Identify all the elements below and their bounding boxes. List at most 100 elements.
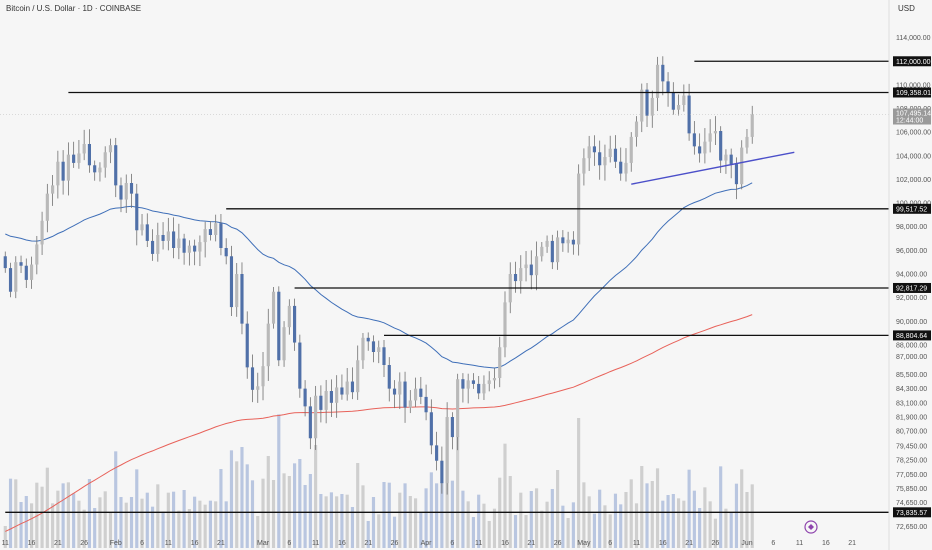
volume-bar bbox=[708, 501, 712, 548]
candle-body bbox=[135, 193, 139, 231]
candle-body bbox=[293, 305, 297, 343]
volume-bar bbox=[235, 461, 239, 548]
x-tick-label: 16 bbox=[501, 540, 509, 547]
volume-bar bbox=[640, 466, 644, 548]
x-tick-label: 6 bbox=[450, 540, 454, 547]
time-axis[interactable]: 11 16 21 26 Feb 6 11 16 21 Mar 6 11 16 21 26 Apr 6 11 16 21… bbox=[2, 540, 857, 547]
volume-bar bbox=[413, 498, 418, 548]
candle-body bbox=[3, 256, 7, 269]
volume-bar bbox=[219, 469, 223, 548]
candle-body bbox=[145, 224, 149, 241]
candle-body bbox=[203, 229, 207, 243]
logo-icon bbox=[804, 520, 818, 534]
volume-bar bbox=[624, 492, 628, 548]
volume-bar bbox=[214, 501, 218, 548]
volume-bar bbox=[750, 484, 754, 548]
price-axis[interactable]: 114,000.00110,000.00108,000.00106,000.00… bbox=[888, 0, 931, 550]
x-tick-label: 21 bbox=[364, 540, 372, 547]
volume-bar bbox=[66, 482, 70, 548]
candle-body bbox=[198, 242, 202, 252]
candle-body bbox=[498, 347, 502, 378]
volume-bar bbox=[582, 482, 586, 548]
volume-bar bbox=[145, 492, 149, 548]
candle-body bbox=[435, 445, 439, 461]
x-tick-label: 16 bbox=[338, 540, 346, 547]
candle-body bbox=[371, 341, 376, 352]
volume-bar bbox=[677, 498, 681, 548]
symbol-title: Bitcoin / U.S. Dollar · 1D · COINBASE bbox=[6, 4, 142, 13]
volume-bar bbox=[224, 501, 228, 548]
volume-bar bbox=[724, 508, 728, 548]
volume-bar bbox=[398, 492, 402, 548]
level-tag-label: 112,000.00 bbox=[896, 59, 931, 66]
candle-body bbox=[419, 388, 423, 397]
candle-body bbox=[477, 383, 481, 394]
candle-body bbox=[629, 136, 633, 163]
price-tags: 112,000.00 109,358.01 99,517.52 92,817.29 88… bbox=[893, 56, 931, 518]
volume-bar bbox=[198, 500, 202, 548]
candle-body bbox=[524, 264, 528, 269]
ma-short-line bbox=[5, 182, 753, 369]
volume-bar bbox=[161, 511, 165, 548]
volume-bar bbox=[319, 494, 323, 548]
volume-bar bbox=[598, 489, 602, 548]
y-tick-label: 85,500.00 bbox=[896, 372, 927, 379]
volume-bar bbox=[566, 518, 570, 548]
x-tick-label: May bbox=[577, 540, 591, 547]
volume-bar bbox=[14, 479, 18, 548]
volume-bar bbox=[556, 470, 560, 548]
volume-bar bbox=[24, 496, 28, 548]
volume-bar bbox=[108, 512, 113, 548]
candle-body bbox=[329, 391, 333, 403]
volume-bar bbox=[671, 494, 675, 548]
y-tick-label: 75,850.00 bbox=[896, 486, 927, 493]
trendline[interactable] bbox=[631, 151, 795, 185]
volume-bar bbox=[87, 479, 92, 548]
candle-body bbox=[187, 245, 191, 253]
candle-body bbox=[456, 379, 460, 438]
candle-body bbox=[487, 380, 491, 384]
candle-body bbox=[193, 245, 197, 252]
volume-bar bbox=[429, 472, 433, 548]
candle-body bbox=[361, 337, 365, 361]
trendline-group[interactable] bbox=[631, 151, 795, 185]
x-tick-label: 21 bbox=[685, 540, 693, 547]
volume-bar bbox=[245, 464, 249, 548]
candle-body bbox=[592, 146, 596, 153]
candle-body bbox=[240, 274, 244, 324]
candle-body bbox=[324, 391, 328, 410]
candle-body bbox=[150, 240, 155, 254]
x-tick-label: 21 bbox=[527, 540, 535, 547]
volume-bar bbox=[666, 495, 670, 548]
candle-body bbox=[271, 291, 276, 324]
candle-body bbox=[377, 347, 381, 352]
volume-bar bbox=[229, 450, 234, 548]
volume-bar bbox=[303, 485, 307, 548]
volume-bar bbox=[8, 478, 13, 548]
y-tick-label: 80,700.00 bbox=[896, 429, 927, 436]
volume-bar bbox=[524, 515, 528, 548]
volume-bar bbox=[471, 517, 476, 548]
x-tick-label: Apr bbox=[421, 540, 433, 547]
candle-body bbox=[208, 229, 212, 235]
candle-body bbox=[256, 386, 260, 390]
volume-bar bbox=[587, 496, 591, 548]
candle-body bbox=[56, 161, 60, 186]
volume-bar bbox=[745, 492, 749, 548]
candle-body bbox=[745, 136, 749, 148]
candle-body bbox=[703, 141, 707, 154]
level-tag bbox=[893, 507, 931, 518]
candle-body bbox=[734, 164, 739, 185]
candle-body bbox=[182, 238, 186, 253]
candle-body bbox=[534, 256, 539, 276]
volume-bar bbox=[282, 473, 286, 548]
y-tick-label: 96,000.00 bbox=[896, 248, 927, 255]
moving-averages bbox=[5, 182, 753, 532]
horizontal-levels[interactable] bbox=[0, 60, 889, 513]
x-tick-label: Feb bbox=[110, 540, 122, 547]
volume-bar bbox=[261, 478, 265, 548]
candle-body bbox=[482, 383, 486, 394]
volume-bar bbox=[119, 497, 123, 548]
candle-body bbox=[440, 460, 444, 484]
